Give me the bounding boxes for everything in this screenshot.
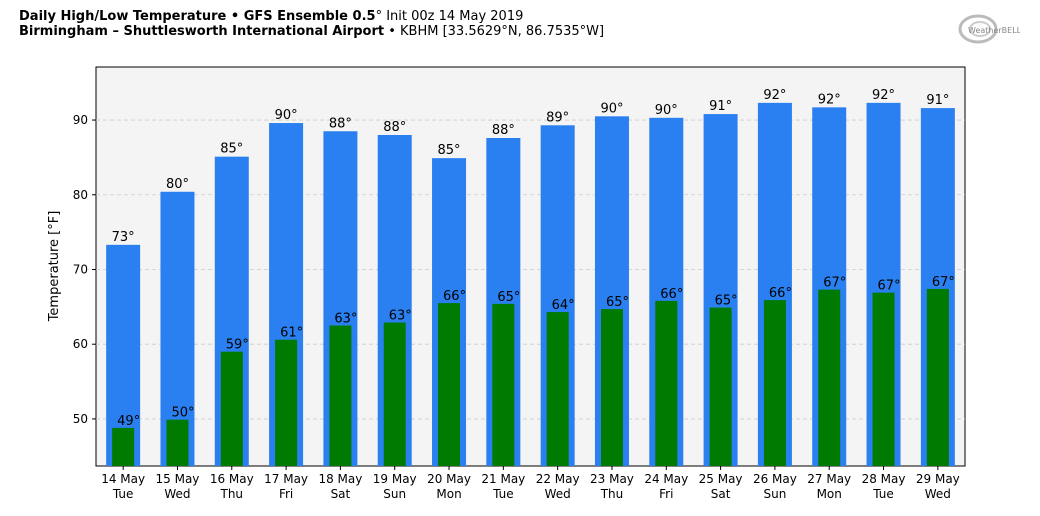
x-tick-weekday: Tue [112,487,134,501]
x-tick-weekday: Wed [925,487,951,501]
y-tick-label: 90 [73,113,88,127]
high-label: 90° [655,103,678,118]
x-tick-weekday: Fri [279,487,293,501]
x-tick-date: 19 May [373,472,417,486]
low-bar [112,427,135,466]
low-label: 67° [823,276,846,291]
x-tick-date: 21 May [481,472,525,486]
high-label: 89° [546,110,569,125]
x-tick-weekday: Thu [600,487,624,501]
low-label: 59° [226,338,249,353]
x-tick-date: 25 May [699,472,743,486]
x-tick-date: 20 May [427,472,471,486]
low-bar [438,303,461,466]
x-tick-date: 14 May [101,472,145,486]
high-label: 90° [275,108,298,123]
x-tick-weekday: Mon [817,487,842,501]
low-label: 64° [552,298,575,313]
subtitle-bold: Birmingham – Shuttlesworth International… [19,24,385,39]
low-bar [220,351,243,466]
low-bar [655,300,678,466]
high-label: 88° [383,120,406,135]
low-label: 63° [389,309,412,324]
high-label: 85° [220,142,243,157]
low-label: 65° [606,295,629,310]
low-label: 66° [769,286,792,301]
low-bar [492,303,515,466]
low-bar [166,419,189,466]
chart-title: Daily High/Low Temperature • GFS Ensembl… [19,9,604,24]
high-label: 73° [112,230,135,245]
low-bar [872,292,895,466]
x-tick-date: 24 May [644,472,688,486]
high-label: 85° [438,143,461,158]
x-tick-weekday: Wed [545,487,571,501]
low-bar [275,339,298,466]
x-tick-weekday: Sat [331,487,351,501]
low-label: 63° [334,312,357,327]
high-label: 90° [600,101,623,116]
low-label: 67° [878,279,901,294]
x-tick-weekday: Sun [763,487,786,501]
x-tick-weekday: Sun [383,487,406,501]
x-tick-weekday: Tue [872,487,894,501]
x-tick-weekday: Tue [492,487,514,501]
weatherbell-logo: WeatherBELL [958,14,1020,44]
low-label: 67° [932,275,955,290]
low-bar [546,312,569,466]
high-label: 88° [492,123,515,138]
x-tick-date: 16 May [210,472,254,486]
low-label: 50° [171,406,194,421]
low-label: 66° [443,289,466,304]
low-label: 65° [497,290,520,305]
high-label: 80° [166,177,189,192]
x-tick-date: 22 May [536,472,580,486]
chart-subtitle: Birmingham – Shuttlesworth International… [19,24,604,39]
x-tick-weekday: Mon [436,487,461,501]
high-label: 91° [709,99,732,114]
high-label: 88° [329,116,352,131]
x-tick-date: 17 May [264,472,308,486]
chart-header: Daily High/Low Temperature • GFS Ensembl… [19,9,604,39]
x-tick-date: 18 May [318,472,362,486]
low-bar [926,288,949,466]
high-label: 92° [763,88,786,103]
y-tick-label: 50 [73,412,88,426]
x-tick-weekday: Sat [711,487,731,501]
x-tick-weekday: Wed [164,487,190,501]
x-tick-weekday: Thu [220,487,244,501]
low-label: 49° [117,414,140,429]
low-bar [600,309,623,466]
subtitle-rest: • KBHM [33.5629°N, 86.7535°W] [384,24,605,39]
y-tick-label: 80 [73,188,88,202]
x-tick-date: 15 May [156,472,200,486]
x-tick-date: 27 May [807,472,851,486]
x-tick-date: 26 May [753,472,797,486]
y-tick-label: 70 [73,262,88,276]
x-tick-date: 29 May [916,472,960,486]
title-rest: ° Init 00z 14 May 2019 [375,9,524,24]
x-tick-weekday: Fri [659,487,673,501]
low-label: 65° [715,294,738,309]
low-label: 66° [660,287,683,302]
low-bar [329,325,352,466]
x-tick-date: 28 May [862,472,906,486]
low-label: 61° [280,326,303,341]
high-label: 92° [872,88,895,103]
title-bold: Daily High/Low Temperature • GFS Ensembl… [19,9,376,24]
y-tick-label: 60 [73,337,88,351]
low-bar [763,300,786,466]
y-axis-label: Temperature [°F] [47,211,62,323]
high-label: 91° [926,93,949,108]
low-bar [709,307,732,466]
high-label: 92° [818,92,841,107]
x-tick-date: 23 May [590,472,634,486]
low-bar [818,289,841,466]
svg-text:WeatherBELL: WeatherBELL [968,26,1020,35]
low-bar [383,322,406,466]
